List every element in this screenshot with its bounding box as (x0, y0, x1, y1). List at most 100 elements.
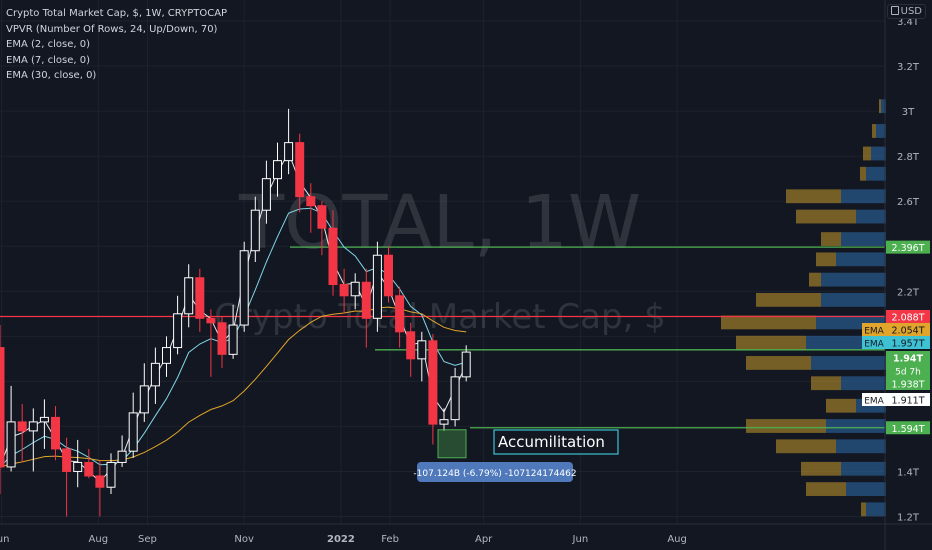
candle-body (284, 142, 294, 162)
candle-body (0, 347, 5, 468)
currency-button[interactable]: USD (886, 4, 926, 19)
candle-body (117, 450, 127, 463)
candle-body (228, 324, 238, 355)
volume-profile-up-bar (876, 124, 886, 138)
price-tag-prefix (862, 392, 886, 406)
volume-profile-up-bar (866, 502, 886, 517)
volume-profile-down-bar (796, 209, 856, 224)
volume-profile-up-bar (821, 272, 886, 287)
volume-profile-down-bar (721, 315, 816, 330)
indicator-ema-30[interactable]: EMA (30, close, 0) (6, 70, 97, 81)
y-tick-label: 3T (902, 107, 915, 118)
candle-body (406, 331, 416, 360)
candle-body (461, 351, 471, 378)
countdown-label: 5d 7h (895, 367, 921, 377)
candle-body (372, 254, 382, 319)
annotations: Accumilitation -107.124B (-6.79%) -107124… (413, 429, 619, 482)
volume-profile-down-bar (746, 419, 826, 433)
volume-profile-up-bar (811, 356, 886, 370)
price-tags: 2.396T 1.594T 2.088T 2.054T EMA 1.957T EMA 1.94… (862, 240, 930, 435)
candle-body (395, 295, 405, 333)
candle-body (250, 209, 260, 252)
volume-profile-up-bar (881, 99, 886, 114)
candle-body (261, 178, 271, 211)
volume-profile-down-bar (811, 376, 841, 391)
indicator-ema-7[interactable]: EMA (7, close, 0) (6, 54, 90, 66)
volume-profile-down-bar (821, 232, 841, 246)
x-tick-label: Sep (138, 534, 157, 545)
candle-body (417, 340, 427, 360)
candle-body (95, 475, 105, 488)
candle-body (62, 448, 72, 472)
measure-tooltip-text: -107.124B (-6.79%) -107124174462 (413, 469, 576, 479)
candle-body (139, 385, 149, 414)
chart-title[interactable]: Crypto Total Market Cap, $, 1W, CRYPTOCA… (6, 8, 228, 19)
candle-body (428, 340, 438, 425)
price-tag-label: 1.938T (892, 379, 925, 390)
candle-body (217, 322, 227, 355)
price-tag-label: 1.94T (893, 353, 923, 364)
watermark: TOTAL, 1W Crypto Total Market Cap, $ (214, 180, 666, 337)
price-tag-prefix (862, 335, 886, 349)
y-tick-label: 3.4T (897, 17, 920, 28)
volume-profile-down-bar (826, 398, 856, 413)
candle-body (106, 461, 116, 488)
indicator-ema-2[interactable]: EMA (2, close, 0) (6, 39, 90, 50)
x-tick-label: Jun (572, 534, 589, 545)
candle-body (162, 347, 171, 364)
volume-profile-up-bar (836, 252, 886, 267)
time-axis[interactable]: Jun Aug Sep Nov 2022 Feb Apr Jun Aug (0, 523, 932, 545)
candle-body (273, 160, 282, 180)
candle-body (317, 205, 327, 229)
volume-profile-down-bar (860, 166, 866, 181)
volume-profile-up-bar (866, 166, 886, 181)
level-tag (886, 421, 930, 435)
candle-body (328, 227, 338, 286)
volume-profile-down-bar (776, 439, 836, 454)
x-tick-label: 2022 (327, 534, 355, 545)
price-tag-prefix (862, 322, 886, 336)
lock-icon (890, 6, 899, 15)
candle-body (51, 416, 60, 450)
volume-profile-down-bar (736, 335, 806, 350)
indicator-vpvr[interactable]: VPVR (Number Of Rows, 24, Up/Down, 70) (6, 23, 218, 35)
candle-body (84, 461, 94, 477)
candle-body (6, 421, 16, 468)
price-tag-prefix-label: EMA (864, 326, 884, 336)
volume-profile-up-bar (846, 482, 886, 496)
measure-tooltip (417, 462, 573, 482)
volume-profile-down-bar (806, 482, 846, 496)
volume-profile-down-bar (879, 99, 881, 114)
price-tag-prefix-label: EMA (864, 396, 884, 406)
level-tag-label: 1.594T (892, 424, 925, 435)
price-tag-prefix-label: EMA (864, 339, 884, 349)
price-tag (886, 335, 930, 349)
x-tick-label: Jun (0, 534, 9, 545)
candle-body (195, 277, 205, 319)
y-tick-label: 2.2T (897, 287, 920, 298)
legend-panel: Crypto Total Market Cap, $, 1W, CRYPTOCA… (6, 6, 227, 84)
x-tick-label: Aug (89, 534, 109, 545)
y-tick-label: 2.6T (897, 197, 920, 208)
volume-profile-down-bar (861, 502, 866, 517)
y-tick-label: 1.2T (897, 512, 920, 523)
candle-body (184, 277, 194, 315)
x-tick-label: Nov (234, 534, 254, 545)
candle-body (73, 461, 83, 472)
volume-profile-down-bar (863, 146, 871, 161)
candle-body (306, 196, 316, 207)
candle-body (450, 376, 460, 421)
candle-body (295, 142, 305, 198)
volume-profile-up-bar (836, 439, 886, 454)
x-tick-label: Apr (475, 534, 493, 545)
candle-body (384, 254, 393, 297)
candle-body (361, 281, 371, 319)
y-tick-label: 2.8T (897, 152, 920, 163)
candle-body (239, 250, 249, 326)
price-tag (886, 350, 930, 364)
price-tag (886, 376, 930, 390)
candle-body (339, 284, 349, 297)
level-tag-label: 2.396T (892, 243, 925, 254)
